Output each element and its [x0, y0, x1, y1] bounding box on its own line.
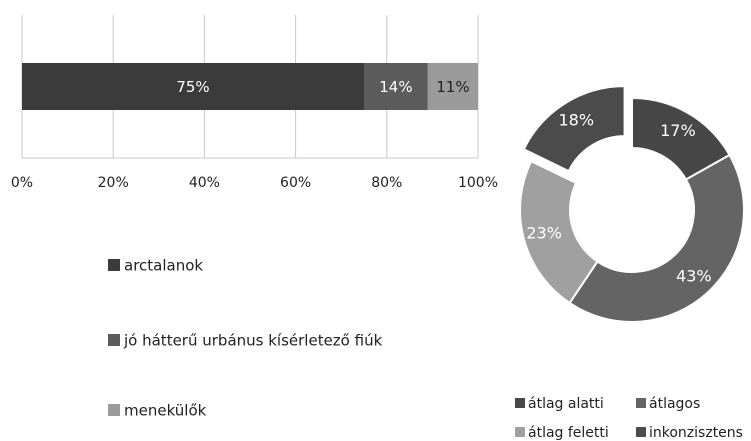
- legend-label: inkonzisztens: [649, 425, 743, 441]
- legend-swatch: [515, 398, 525, 408]
- value-label: 14%: [379, 78, 412, 96]
- legend-label: átlagos: [649, 396, 700, 412]
- legend-label: arctalanok: [124, 257, 203, 275]
- legend-label: jó hátterű urbánus kísérletező fiúk: [123, 332, 383, 350]
- x-tick-label: 100%: [458, 175, 498, 191]
- bar-segment: [364, 63, 428, 110]
- value-label: 17%: [660, 121, 696, 140]
- bar-segment: [427, 63, 478, 110]
- donut-slice: [568, 153, 745, 323]
- x-tick-label: 40%: [189, 175, 220, 191]
- value-label: 43%: [676, 266, 712, 285]
- x-tick-label: 80%: [371, 175, 402, 191]
- donut-slice: [519, 159, 599, 305]
- legend-swatch: [636, 398, 646, 408]
- value-label: 11%: [436, 78, 469, 96]
- bar-segment: [22, 63, 364, 110]
- legend-swatch: [108, 334, 120, 346]
- legend-label: menekülők: [124, 402, 207, 420]
- value-label: 18%: [558, 111, 594, 130]
- x-tick-label: 60%: [280, 175, 311, 191]
- legend-swatch: [636, 427, 646, 437]
- legend-swatch: [515, 427, 525, 437]
- donut-slice: [522, 85, 626, 173]
- value-label: 23%: [526, 223, 562, 242]
- legend-swatch: [108, 404, 120, 416]
- legend-label: átlag feletti: [528, 425, 609, 441]
- legend-swatch: [108, 259, 120, 271]
- x-tick-label: 0%: [11, 175, 33, 191]
- x-tick-label: 20%: [98, 175, 129, 191]
- value-label: 75%: [176, 78, 209, 96]
- legend-label: átlag alatti: [528, 396, 604, 412]
